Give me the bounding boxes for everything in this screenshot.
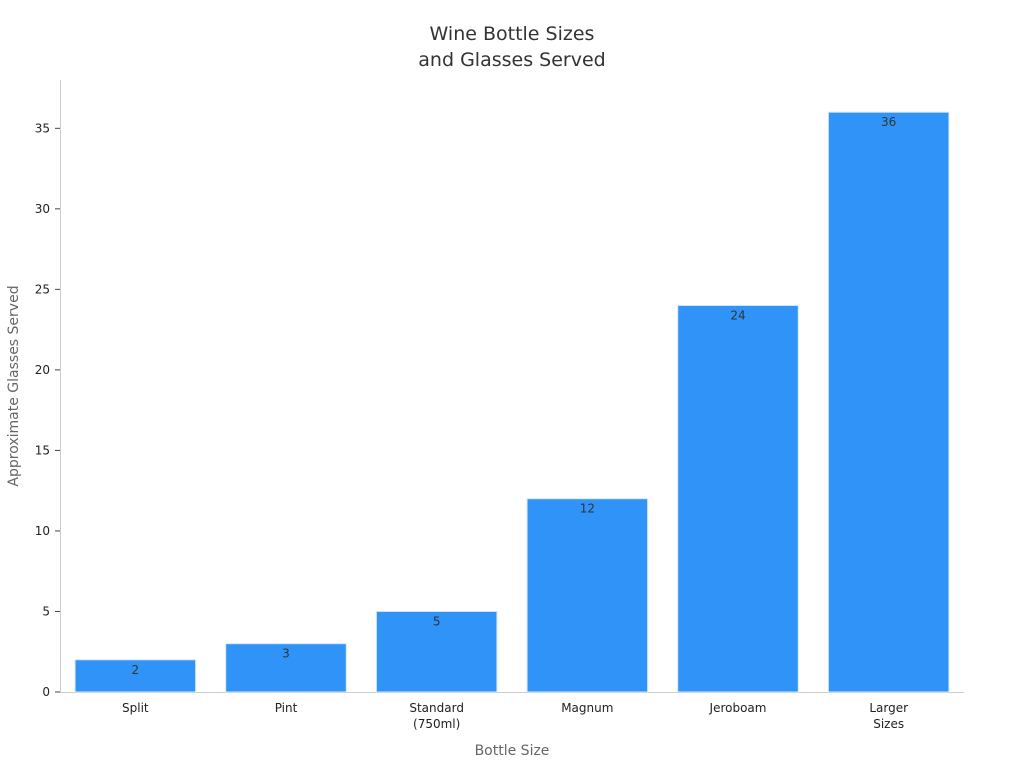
bars-group: 2 3 5 12 24 36 [74,111,950,693]
y-tick-label: 10 [35,524,50,538]
bar [526,498,649,693]
bar [375,610,498,693]
x-tick-label-line: Sizes [873,717,904,731]
x-tick-label-line: (750ml) [413,717,460,731]
bar [827,111,950,693]
y-tick-label: 25 [35,282,50,296]
bar [225,643,347,693]
y-tick-label: 30 [35,202,50,216]
bar [74,659,197,693]
x-tick-label: Split [122,701,149,715]
bar-data-label: 5 [433,614,441,628]
y-tick-label: 5 [42,604,50,618]
bar-data-label: 24 [730,308,745,322]
x-tick-label-line: Pint [275,701,298,715]
bar-data-label: 2 [132,663,140,677]
bar [677,304,799,693]
x-tick-label: Larger Sizes [869,701,908,731]
chart-title-line-1: Wine Bottle Sizes [430,23,595,45]
x-tick-label: Pint [275,701,298,715]
x-axis-title: Bottle Size [475,743,550,759]
x-tick-label-line: Split [122,701,149,715]
y-tick-label: 15 [35,443,50,457]
y-axis-ticks: 0 5 10 15 20 25 30 35 [35,121,60,699]
x-tick-label-line: Standard [409,701,464,715]
bar-data-label: 3 [282,647,290,661]
x-axis-tick-labels: Split Pint Standard (750ml) Magnum Jeroboam La… [122,701,908,731]
x-tick-label-line: Larger [869,701,908,715]
y-axis-title: Approximate Glasses Served [6,285,22,486]
x-tick-label-line: Jeroboam [709,701,767,715]
x-tick-label-line: Magnum [561,701,613,715]
x-tick-label: Jeroboam [709,701,767,715]
x-tick-label: Standard (750ml) [409,701,464,731]
y-tick-label: 20 [35,363,50,377]
bar-data-label: 12 [580,502,595,516]
x-tick-label: Magnum [561,701,613,715]
bar-data-label: 36 [881,115,896,129]
y-tick-label: 0 [42,685,50,699]
y-tick-label: 35 [35,121,50,135]
chart-title-line-2: and Glasses Served [418,49,605,71]
